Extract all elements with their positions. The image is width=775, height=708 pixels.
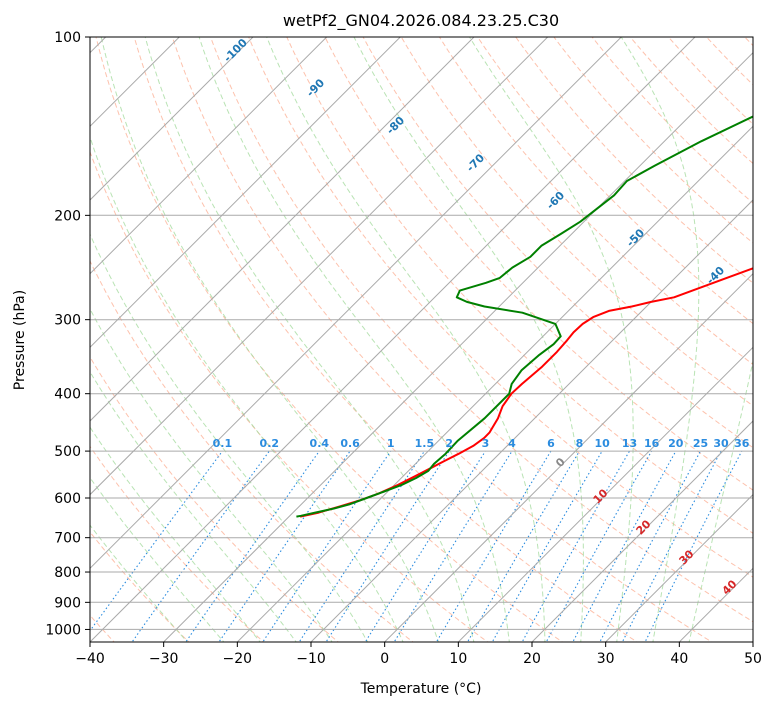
mixing-ratio-label: 0.6 [340, 437, 360, 450]
y-tick-label: 700 [54, 531, 81, 547]
isotherm-line [531, 420, 753, 642]
x-axis-title: Temperature (°C) [360, 681, 482, 697]
isotherm-line [90, 37, 623, 570]
mixing-ratio-label: 25 [693, 437, 708, 450]
isotherm-line [383, 272, 753, 642]
mixing-ratio-line [325, 450, 450, 642]
moist-adiabat [100, 37, 440, 642]
mixing-ratio-label: 8 [576, 437, 584, 450]
mixing-ratio-label: 6 [547, 437, 555, 450]
mixing-ratio-line [90, 450, 223, 632]
isotherm-line [90, 37, 254, 201]
moist-adiabat [90, 426, 261, 642]
mixing-ratio-label: 1.5 [415, 437, 435, 450]
y-tick-label: 1000 [45, 622, 81, 638]
dry-adiabat [362, 37, 753, 449]
y-tick-label: 200 [54, 208, 81, 224]
plot-frame [89, 36, 754, 643]
y-axis: 1000 900 800 700 600 500 400 300 200 100 [45, 30, 90, 638]
isotherm-line [90, 37, 475, 422]
mixing-ratio-label: 3 [482, 437, 490, 450]
isotherm-line [236, 125, 753, 642]
y-tick-label: 500 [54, 444, 81, 460]
y-tick-label: 100 [54, 30, 81, 46]
dry-adiabat [248, 37, 753, 578]
mixing-ratio-line [599, 450, 701, 642]
mixing-ratio-label: 10 [594, 437, 610, 450]
mixing-ratio-line [218, 450, 351, 642]
mixing-ratio-label: 1 [387, 437, 395, 450]
dry-adiabat [90, 150, 489, 642]
moist-adiabat [90, 476, 225, 642]
mixing-ratio-label: 16 [644, 437, 660, 450]
x-tick-label: 20 [523, 651, 541, 667]
mixing-ratio-line [185, 450, 320, 642]
mixing-ratio-line [572, 450, 677, 642]
dry-adiabat [286, 37, 753, 534]
x-tick-label: 10 [449, 651, 467, 667]
y-axis-title: Pressure (hPa) [12, 290, 28, 390]
x-tick-label: −20 [223, 651, 253, 667]
mixing-ratio-label: 30 [713, 437, 729, 450]
y-tick-label: 300 [54, 313, 81, 329]
mixing-ratio-label: 2 [445, 437, 453, 450]
isotherm-line [90, 37, 696, 642]
mixing-ratio-label: 13 [622, 437, 637, 450]
moist-adiabat [90, 370, 297, 642]
isotherm-line [90, 37, 328, 275]
mixing-ratio-line [262, 450, 392, 642]
y-tick-label: 900 [54, 595, 81, 611]
y-tick-label: 800 [54, 565, 81, 581]
mixing-ratio-label: 0.4 [310, 437, 330, 450]
y-tick-label: 600 [54, 491, 81, 507]
chart-title: wetPf2_GN04.2026.084.23.25.C30 [283, 11, 559, 31]
mixing-ratio-line [298, 450, 425, 642]
isotherm-line [90, 37, 549, 496]
isotherm-line [90, 37, 402, 349]
mixing-ratio-label: 4 [508, 437, 516, 450]
dewpoint-profile [296, 115, 753, 518]
temperature-profile [299, 267, 753, 518]
x-tick-label: 50 [744, 651, 762, 667]
isotherm-line [310, 199, 753, 642]
mixing-ratio-line [466, 450, 580, 642]
grid-lines [90, 37, 753, 642]
x-axis: −40 −30 −20 −10 0 10 20 30 40 50 [75, 642, 762, 667]
mixing-ratio-line [621, 450, 722, 642]
y-tick-label: 400 [54, 387, 81, 403]
mixing-ratio-line [131, 450, 270, 642]
x-tick-label: 40 [670, 651, 688, 667]
mixing-ratio-label: 0.1 [213, 437, 233, 450]
isotherm-line [162, 51, 753, 642]
mixing-ratio-label: 36 [734, 437, 750, 450]
mixing-ratio-label: 20 [668, 437, 684, 450]
dry-adiabat [171, 37, 713, 642]
profile-series [296, 115, 753, 518]
isotherm-line [457, 346, 753, 642]
x-tick-label: 0 [380, 651, 389, 667]
x-tick-label: −10 [296, 651, 326, 667]
dry-adiabat [438, 37, 753, 366]
x-tick-label: 30 [597, 651, 615, 667]
mixing-ratio-label: 0.2 [260, 437, 280, 450]
x-tick-label: −40 [75, 651, 105, 667]
mixing-ratio-line [393, 450, 513, 642]
isotherm-line [604, 493, 753, 642]
x-tick-label: −30 [149, 651, 179, 667]
